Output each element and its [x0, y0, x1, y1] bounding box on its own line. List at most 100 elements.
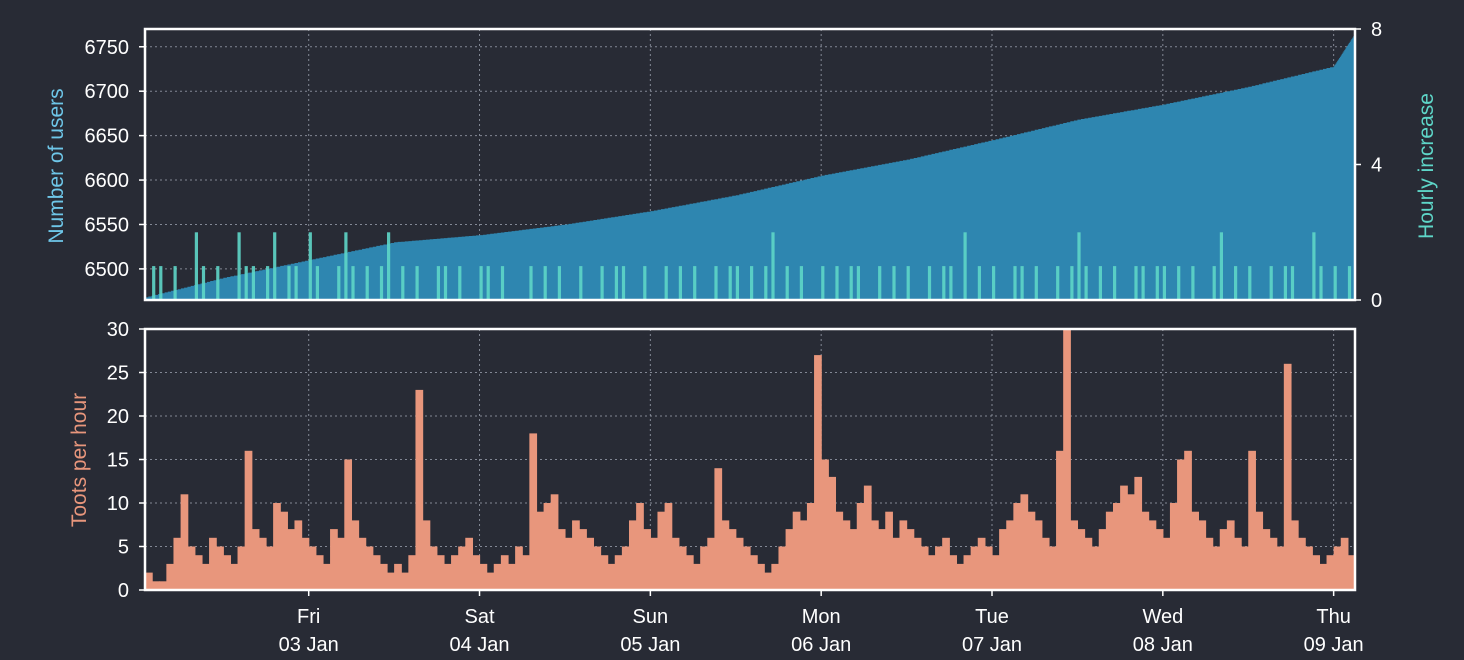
hourly-bar	[735, 266, 739, 300]
toots-bar	[1319, 563, 1328, 590]
toots-bar	[1205, 537, 1214, 590]
hourly-bar	[486, 266, 490, 300]
date-xtick-day: Thu	[1316, 606, 1350, 628]
hourly-bar	[237, 232, 241, 301]
users-area	[145, 33, 1355, 301]
date-xtick-date: 07 Jan	[962, 634, 1022, 656]
toots-bar	[607, 563, 616, 590]
toots-bar	[700, 546, 708, 590]
date-xtick-day: Wed	[1142, 606, 1183, 628]
hourly-bar	[764, 266, 768, 300]
hourly-bar	[1248, 266, 1252, 300]
toots-bar	[871, 520, 879, 590]
hourly-bar	[1290, 266, 1295, 300]
hourly-bar	[173, 266, 177, 300]
toots-bar	[750, 555, 758, 590]
toots-bar	[1056, 450, 1064, 590]
toots-bar	[935, 546, 943, 590]
toots-bar	[1034, 520, 1043, 590]
toots-bar	[707, 537, 716, 590]
toots-bar	[757, 563, 765, 590]
toots-bar	[1077, 529, 1086, 590]
hourly-bar	[529, 266, 533, 300]
date-xtick-day: Tue	[975, 606, 1009, 628]
toots-bar	[529, 433, 538, 590]
toots-bar	[1340, 537, 1349, 590]
users-ytick-label: 6550	[85, 214, 130, 236]
hourly-bar	[1219, 232, 1223, 301]
hourly-bar	[1077, 232, 1081, 301]
toots-bar	[1169, 503, 1178, 590]
toots-bar	[1255, 511, 1264, 590]
toots-bar	[942, 537, 950, 590]
toots-bar	[977, 537, 986, 590]
toots-bar	[600, 555, 609, 590]
users-ytick-label: 6700	[85, 81, 130, 103]
hourly-bar	[678, 266, 682, 300]
hourly-bar	[379, 266, 384, 300]
hourly-bar	[728, 266, 732, 300]
toots-bar	[778, 546, 787, 590]
hourly-ytick-label: 0	[1371, 290, 1382, 312]
toots-bar	[913, 537, 922, 590]
hourly-axis-label: Hourly increase	[1415, 93, 1438, 239]
hourly-bar	[963, 232, 967, 301]
toots-bar	[280, 511, 288, 590]
toots-ytick-label: 5	[118, 537, 129, 559]
date-xticks: Fri 03 Jan Sat 04 Jan Sun 05 Jan Mon 06 Jan Tue 0…	[279, 590, 1364, 656]
toots-bar	[1262, 529, 1271, 590]
hourly-bar	[600, 266, 604, 300]
toots-bar	[315, 555, 324, 590]
toots-ytick-label: 20	[107, 406, 129, 428]
hourly-bar	[458, 266, 462, 300]
toots-bar	[1177, 459, 1185, 590]
hourly-yticks: 0 4 8	[1355, 19, 1382, 312]
hourly-bar	[201, 266, 206, 300]
toots-bar	[422, 520, 431, 590]
hourly-bar	[543, 266, 547, 300]
toots-bar	[1184, 450, 1192, 590]
toots-bar	[1134, 476, 1143, 590]
hourly-bar	[1098, 266, 1102, 300]
toots-bar	[365, 546, 374, 590]
toots-bar	[166, 563, 175, 590]
date-xtick-date: 08 Jan	[1133, 634, 1193, 656]
toots-bar	[237, 546, 246, 590]
hourly-bar	[443, 266, 448, 300]
hourly-bar	[750, 266, 754, 300]
toots-panel: 0 5 10 15 20 25 30 Fri 03 Jan Sat 04 Jan Sun 05 Jan…	[68, 319, 1364, 656]
hourly-bar	[579, 266, 583, 300]
hourly-bar	[693, 266, 697, 300]
toots-bar	[1091, 546, 1100, 590]
hourly-bar	[1134, 266, 1138, 300]
hourly-bar	[835, 266, 839, 300]
hourly-bar	[906, 266, 910, 300]
hourly-bar	[159, 266, 163, 300]
toots-bar	[742, 546, 751, 590]
toots-bar	[1298, 537, 1306, 590]
toots-bar	[230, 563, 239, 590]
toots-bar	[258, 537, 267, 590]
toots-bar	[671, 537, 680, 590]
hourly-bar	[1191, 266, 1195, 300]
toots-bar	[1063, 329, 1071, 590]
toots-bar	[145, 572, 153, 590]
toots-bar	[500, 555, 509, 590]
toots-bar	[515, 546, 523, 590]
toots-bar	[465, 537, 474, 590]
users-panel: 6500 6550 6600 6650 6700 6750 0 4 8 Number of u…	[45, 19, 1438, 312]
hourly-bar	[1141, 266, 1145, 300]
toots-bar	[621, 546, 630, 590]
hourly-bar	[266, 266, 270, 300]
toots-bar	[878, 529, 886, 590]
hourly-bar	[1113, 266, 1117, 300]
toots-bar	[1127, 494, 1135, 590]
toots-ytick-label: 30	[107, 319, 129, 341]
toots-bar	[1326, 555, 1335, 590]
toots-bar	[1212, 546, 1221, 590]
date-xtick-day: Fri	[297, 606, 320, 628]
toots-bar	[1219, 529, 1228, 590]
toots-bar	[429, 546, 438, 590]
toots-bar	[479, 563, 488, 590]
toots-bar	[764, 572, 772, 590]
